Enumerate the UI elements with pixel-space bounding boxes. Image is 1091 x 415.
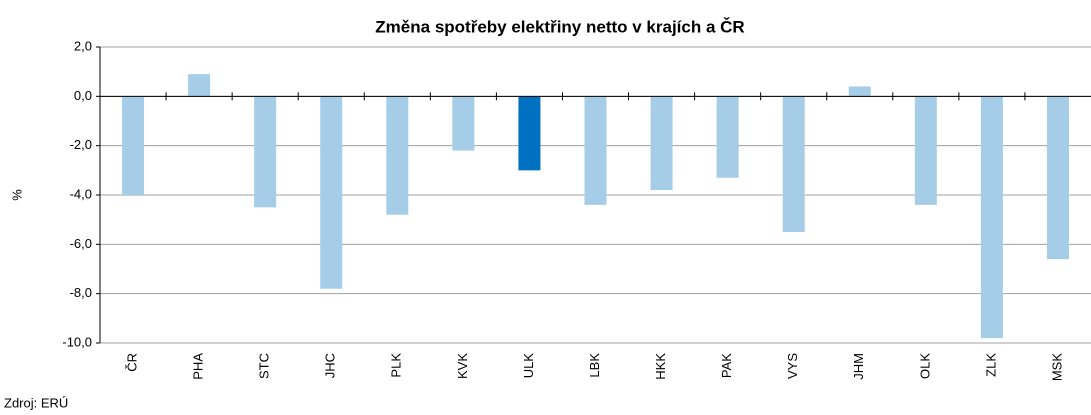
bar	[848, 86, 871, 97]
bar	[980, 96, 1003, 339]
bar	[386, 96, 409, 215]
y-tick-label: -10,0	[62, 334, 92, 349]
x-tick-label: LBK	[587, 353, 602, 378]
x-tick-label: PLK	[389, 353, 404, 378]
bar	[914, 96, 937, 205]
source: Zdroj: ERÚ	[4, 395, 68, 410]
bar	[782, 96, 805, 232]
bar	[122, 96, 145, 195]
bar	[452, 96, 475, 151]
bar	[716, 96, 739, 178]
bar	[188, 74, 211, 97]
y-tick-label: -8,0	[70, 285, 92, 300]
bar	[320, 96, 343, 289]
x-tick-label: STC	[257, 353, 272, 379]
y-axis-label: %	[9, 189, 24, 201]
y-tick-label: -4,0	[70, 186, 92, 201]
bar	[254, 96, 277, 208]
x-tick-label: ČR	[124, 353, 139, 372]
x-tick-label: HKK	[653, 353, 668, 380]
x-tick-label: OLK	[917, 353, 932, 379]
y-tick-label: -2,0	[70, 137, 92, 152]
y-tick-label: 0,0	[74, 88, 92, 103]
bar	[1046, 96, 1069, 260]
bar	[518, 96, 541, 171]
x-tick-label: JHM	[851, 353, 866, 380]
x-tick-label: MSK	[1049, 353, 1064, 382]
x-tick-label: ULK	[521, 353, 536, 379]
y-tick-label: 2,0	[74, 38, 92, 53]
y-tick-label: -6,0	[70, 236, 92, 251]
chart-title: Změna spotřeby elektřiny netto v krajích…	[375, 17, 744, 36]
x-tick-label: KVK	[455, 353, 470, 379]
x-tick-label: PAK	[719, 353, 734, 378]
x-tick-label: PHA	[191, 353, 206, 380]
x-tick-label: ZLK	[983, 353, 998, 377]
bar	[650, 96, 673, 191]
x-tick-label: JHC	[323, 353, 338, 378]
bar	[584, 96, 607, 205]
x-tick-label: VYS	[785, 353, 800, 379]
